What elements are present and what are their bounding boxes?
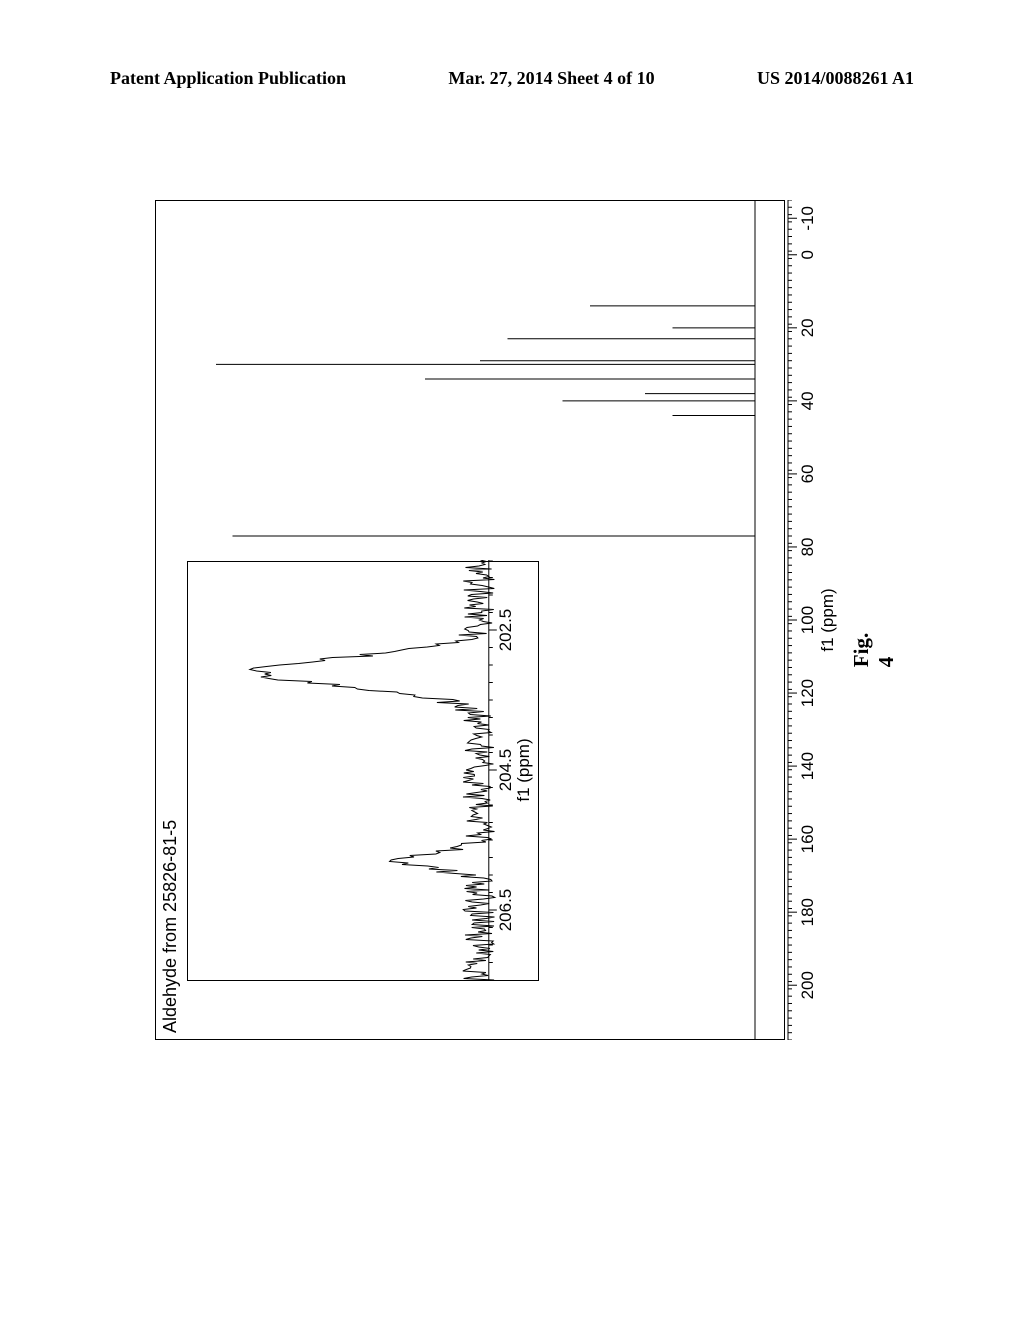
page-header: Patent Application Publication Mar. 27, … <box>0 68 1024 89</box>
svg-text:200: 200 <box>798 971 817 999</box>
svg-text:80: 80 <box>798 537 817 556</box>
figure-rotator: Aldehyde from 25826-81-5 200180160140120… <box>155 200 875 1040</box>
svg-text:202.5: 202.5 <box>495 609 514 652</box>
figure: Aldehyde from 25826-81-5 200180160140120… <box>155 200 875 1040</box>
inset-x-axis: 206.5 204.5 202.5 f1 (ppm) <box>488 560 532 980</box>
header-center: Mar. 27, 2014 Sheet 4 of 10 <box>448 68 654 89</box>
svg-text:f1 (ppm): f1 (ppm) <box>818 588 837 651</box>
inset-spectrum <box>249 560 494 980</box>
svg-text:0: 0 <box>798 250 817 259</box>
svg-text:204.5: 204.5 <box>495 749 514 792</box>
header-left: Patent Application Publication <box>110 68 346 89</box>
inset-spectrum-svg: 206.5 204.5 202.5 f1 (ppm) <box>188 560 541 980</box>
svg-text:60: 60 <box>798 464 817 483</box>
svg-text:-10: -10 <box>798 206 817 231</box>
svg-text:20: 20 <box>798 318 817 337</box>
svg-text:120: 120 <box>798 679 817 707</box>
svg-text:140: 140 <box>798 752 817 780</box>
figure-caption: Fig. 4 <box>849 633 899 667</box>
svg-text:160: 160 <box>798 825 817 853</box>
svg-text:180: 180 <box>798 898 817 926</box>
svg-text:40: 40 <box>798 391 817 410</box>
svg-text:f1 (ppm): f1 (ppm) <box>513 739 532 802</box>
header-right: US 2014/0088261 A1 <box>757 68 914 89</box>
svg-text:206.5: 206.5 <box>495 889 514 932</box>
inset-plot-frame: 206.5 204.5 202.5 f1 (ppm) <box>187 561 540 981</box>
svg-text:100: 100 <box>798 606 817 634</box>
main-x-axis: 200180160140120100806040200-10f1 (ppm) <box>788 200 837 1040</box>
